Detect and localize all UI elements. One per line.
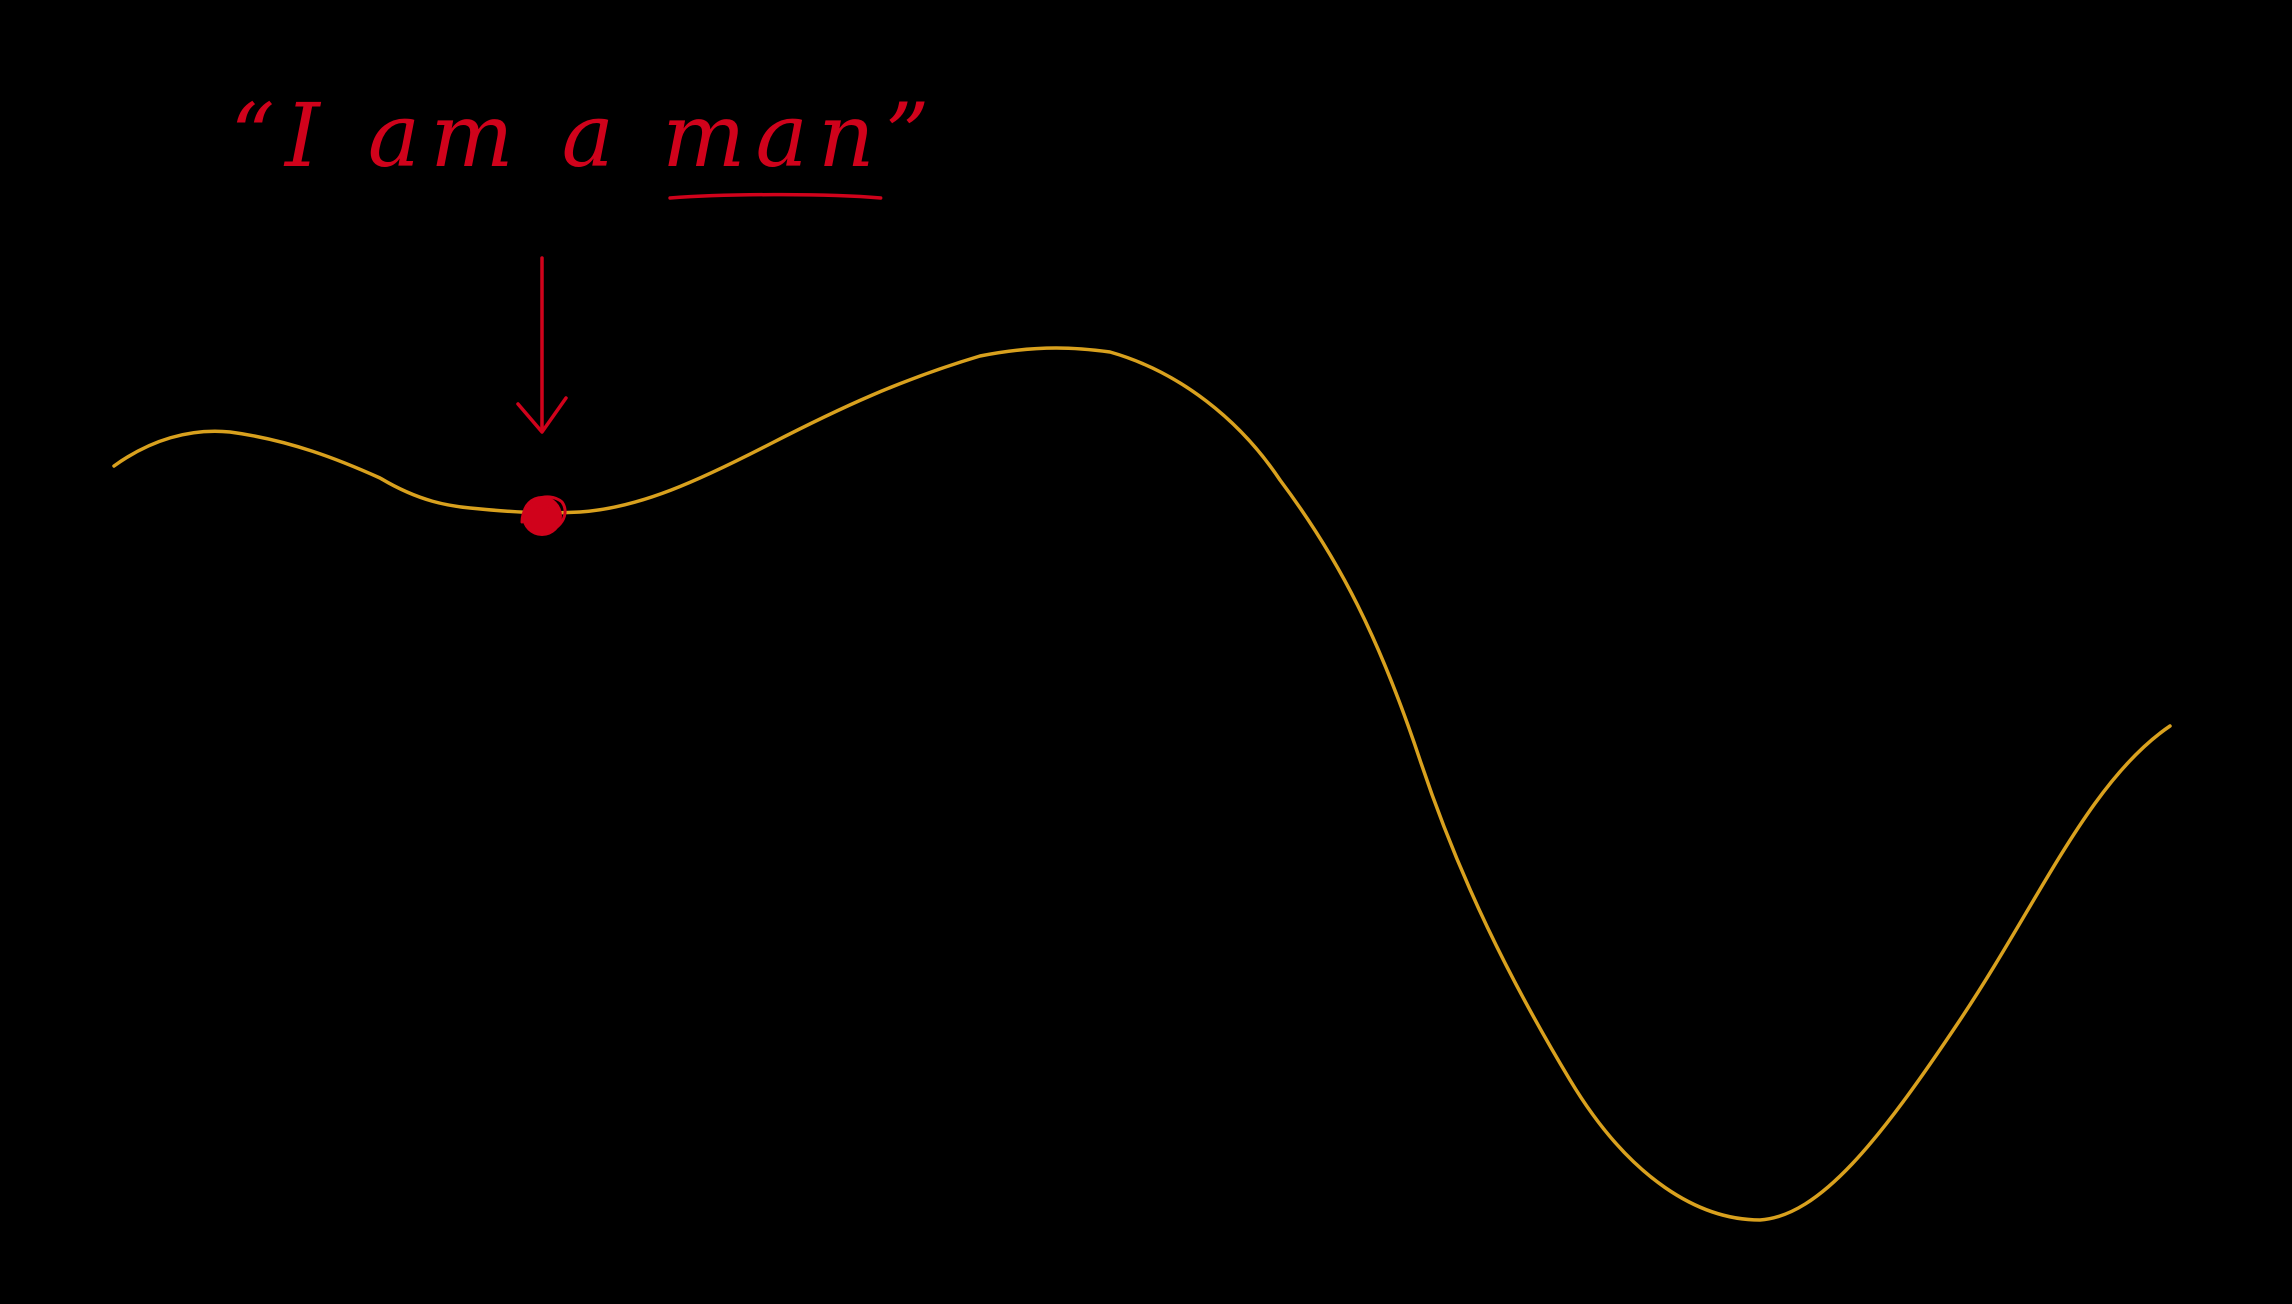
quote-emphasis-word: man xyxy=(662,84,885,187)
quote-text-before: I am a xyxy=(283,84,662,187)
ball-marker xyxy=(522,496,562,536)
quote-annotation: “I am a man” xyxy=(230,84,940,187)
landscape-curve xyxy=(112,346,2172,1222)
arrow-head-icon xyxy=(516,396,568,434)
open-quote-mark: “ xyxy=(230,84,285,187)
close-quote-mark: ” xyxy=(885,84,940,187)
emphasis-underline xyxy=(668,192,883,200)
ball-scribble xyxy=(520,495,567,534)
